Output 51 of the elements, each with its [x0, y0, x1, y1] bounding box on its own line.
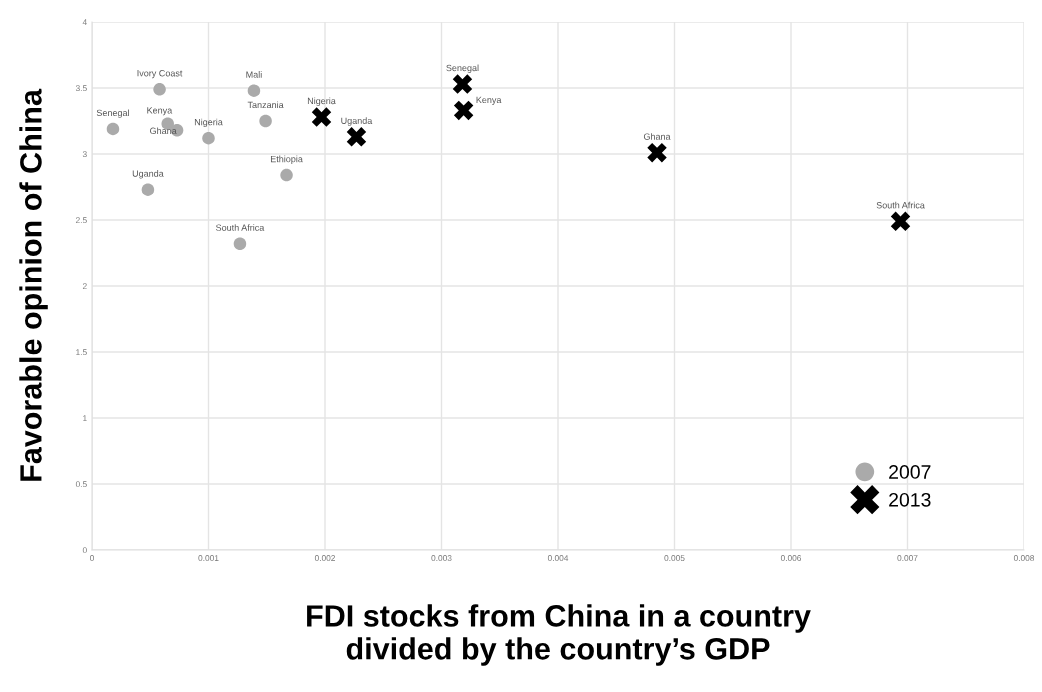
annotation: Nigeria — [307, 97, 336, 106]
point — [346, 127, 367, 147]
annotation: Kenya — [476, 96, 502, 105]
legend-label: 2007 — [889, 465, 931, 479]
x-tick-label: 0 — [90, 555, 94, 561]
y-tick-label: 4 — [82, 19, 87, 26]
annotation: Senegal — [96, 109, 129, 118]
point — [141, 183, 155, 196]
point — [452, 74, 473, 94]
point — [280, 168, 293, 182]
y-tick-label: 3 — [82, 151, 87, 158]
point — [259, 114, 272, 128]
y-tick-label: 2 — [82, 283, 87, 290]
annotation: Nigeria — [194, 118, 223, 128]
annotation: Uganda — [132, 170, 164, 179]
y-tick-label: 1 — [83, 415, 87, 422]
x-axis-title: FDI stocks from China in a country divided by the country’s GDP — [307, 604, 811, 666]
x-tick-label: 0.003 — [431, 555, 452, 561]
x-tick-label: 0.004 — [547, 555, 569, 561]
y-axis-title: Favorable opinion of China — [19, 88, 48, 481]
annotation: Kenya — [147, 107, 173, 116]
y-tick-label: 3.5 — [75, 85, 87, 92]
x-tick-label: 0.001 — [198, 555, 219, 561]
point — [247, 84, 261, 97]
point — [647, 142, 667, 163]
x-tick-label: 0.008 — [1013, 555, 1035, 561]
y-tick-label: 0.5 — [75, 481, 87, 488]
point — [453, 100, 474, 121]
annotation: Ghana — [643, 133, 671, 140]
annotation: South Africa — [216, 224, 265, 231]
point — [233, 237, 247, 251]
legend-label: 2013 — [889, 492, 931, 507]
x-tick-label: 0.005 — [664, 555, 685, 561]
point — [153, 83, 166, 96]
x-tick-label: 0.002 — [314, 555, 336, 561]
x-tick-label: 0.007 — [897, 555, 918, 561]
annotation: Uganda — [341, 117, 373, 126]
annotation: Tanzania — [247, 101, 284, 109]
annotation: Ivory Coast — [137, 70, 183, 79]
y-tick-label: 2.5 — [75, 217, 87, 224]
annotation: Mali — [246, 71, 262, 78]
annotation: South Africa — [876, 201, 925, 209]
point — [311, 107, 332, 127]
y-tick-label: 0 — [82, 547, 87, 554]
point — [202, 131, 215, 145]
x-tick-label: 0.006 — [780, 555, 802, 561]
point — [106, 122, 120, 136]
y-tick-label: 1.5 — [76, 349, 87, 356]
annotation: Senegal — [446, 64, 479, 73]
point — [890, 211, 911, 232]
annotation: Ethiopia — [270, 155, 303, 165]
